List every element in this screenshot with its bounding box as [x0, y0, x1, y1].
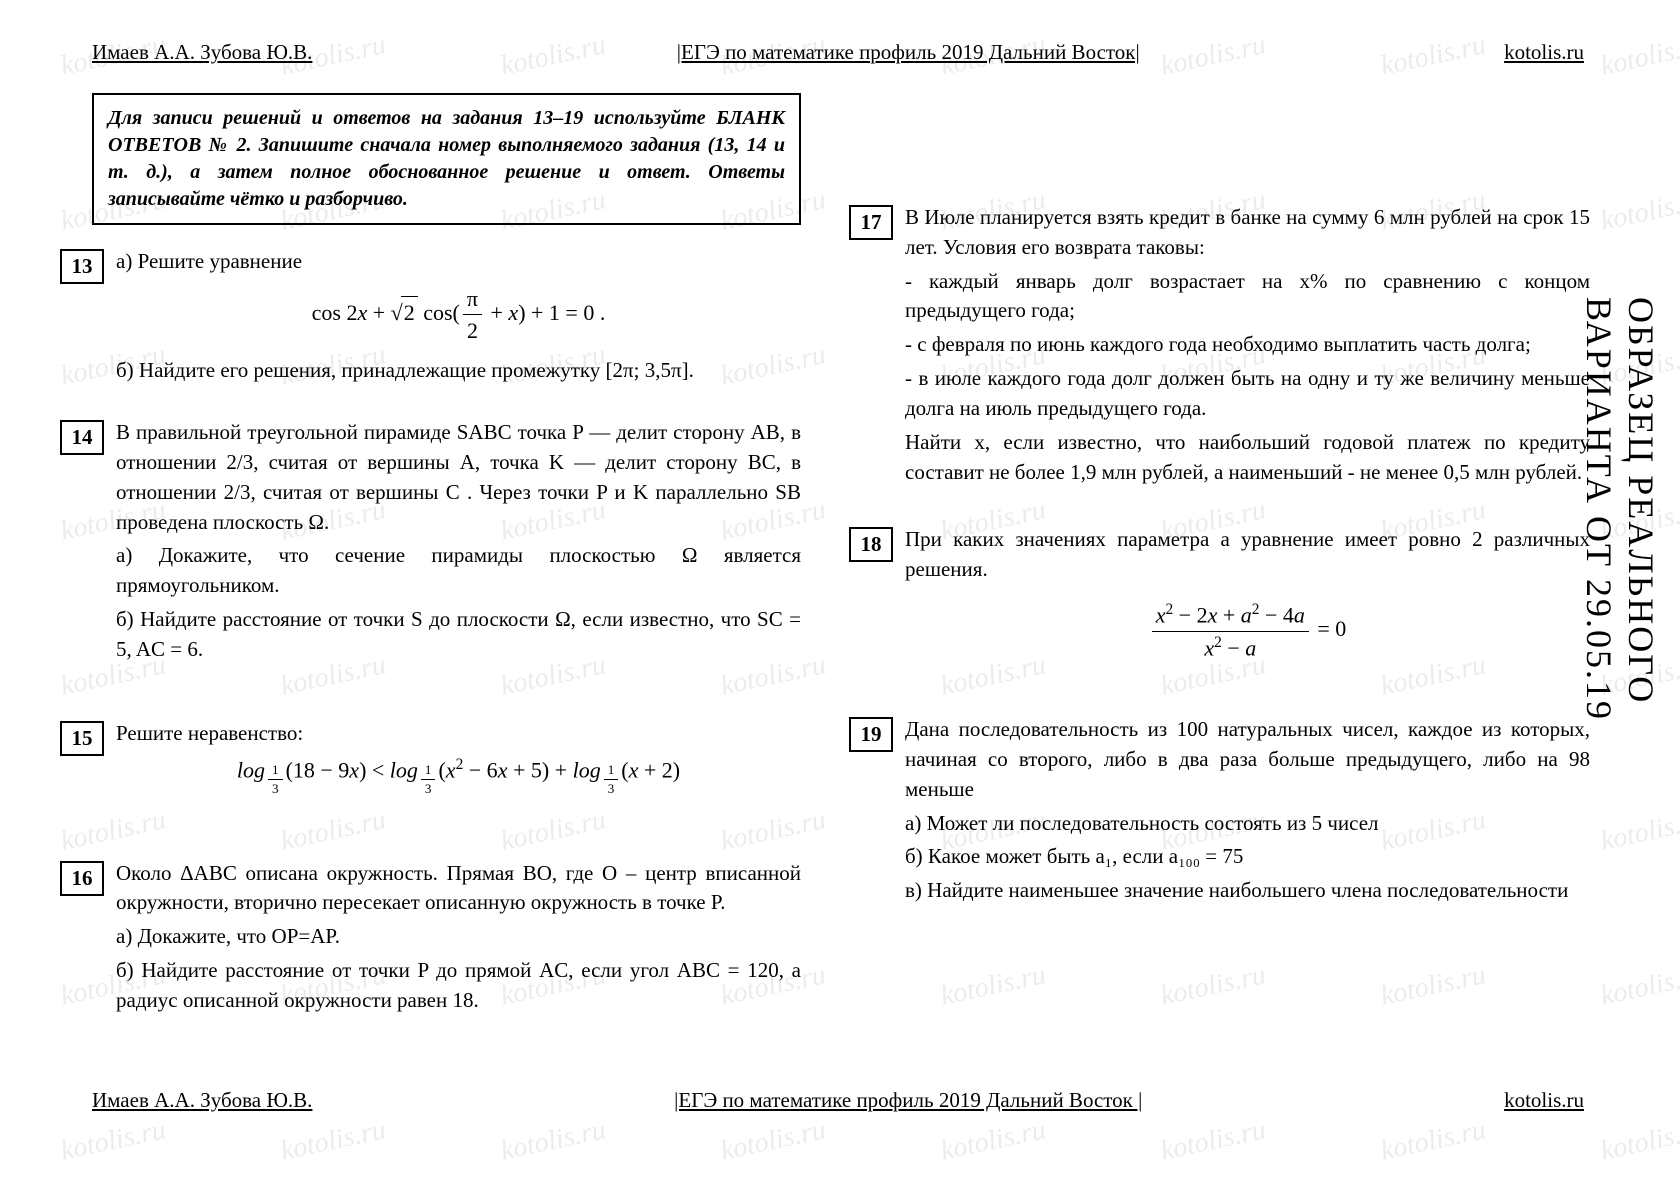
task-13-b: б) Найдите его решения, принадлежащие пр…: [116, 356, 801, 386]
task-19-p1: Дана последовательность из 100 натуральн…: [905, 715, 1590, 804]
task-15-a: Решите неравенство:: [116, 719, 801, 749]
right-column: 17 В Июле планируется взять кредит в бан…: [849, 93, 1590, 1048]
watermark-text: kotolis.ru: [1378, 1114, 1489, 1167]
footer-center: |ЕГЭ по математике профиль 2019 Дальний …: [674, 1088, 1142, 1113]
watermark-text: kotolis.ru: [498, 1114, 609, 1167]
task-14: 14 В правильной треугольной пирамиде SAB…: [60, 418, 801, 669]
watermark-text: kotolis.ru: [1598, 29, 1680, 82]
left-column: Для записи решений и ответов на задания …: [60, 93, 801, 1048]
task-19: 19 Дана последовательность из 100 натура…: [849, 715, 1590, 910]
task-17-p1: В Июле планируется взять кредит в банке …: [905, 203, 1590, 263]
two-column-layout: Для записи решений и ответов на задания …: [60, 93, 1590, 1048]
task-15-inequality: log13(18 − 9x) < log13(x2 − 6x + 5) + lo…: [116, 754, 801, 798]
watermark-text: kotolis.ru: [278, 1114, 389, 1167]
header-right: kotolis.ru: [1504, 40, 1584, 65]
watermark-text: kotolis.ru: [1158, 1114, 1269, 1167]
side-vertical-label: ОБРАЗЕЦ РЕАЛЬНОГО ВАРИАНТА ОТ 29.05.19: [1578, 297, 1662, 891]
task-number: 17: [849, 205, 893, 240]
header-left: Имаев А.А. Зубова Ю.В.: [92, 40, 312, 65]
task-16: 16 Около ΔABC описана окружность. Прямая…: [60, 859, 801, 1020]
task-17-p3: - с февраля по июнь каждого года необход…: [905, 330, 1590, 360]
task-16-p2: а) Докажите, что OP=AP.: [116, 922, 801, 952]
task-number: 13: [60, 249, 104, 284]
task-number: 18: [849, 527, 893, 562]
footer-left: Имаев А.А. Зубова Ю.В.: [92, 1088, 312, 1113]
page-root: kotolis.ru kotolis.ru kotolis.ru kotolis.ru…: [0, 0, 1680, 1188]
footer-right: kotolis.ru: [1504, 1088, 1584, 1113]
task-15: 15 Решите неравенство: log13(18 − 9x) < …: [60, 719, 801, 809]
watermark-text: kotolis.ru: [938, 1114, 1049, 1167]
watermark-text: kotolis.ru: [58, 1114, 169, 1167]
task-14-p2: а) Докажите, что сечение пирамиды плоско…: [116, 541, 801, 601]
task-16-p3: б) Найдите расстояние от точки P до прям…: [116, 956, 801, 1016]
watermark-text: kotolis.ru: [1598, 959, 1680, 1012]
task-14-p1: В правильной треугольной пирамиде SABC т…: [116, 418, 801, 537]
task-13-a: а) Решите уравнение: [116, 247, 801, 277]
instructions-box: Для записи решений и ответов на задания …: [92, 93, 801, 225]
task-18-p1: При каких значениях параметра a уравнени…: [905, 525, 1590, 585]
task-19-p2: а) Может ли последовательность состоять …: [905, 809, 1590, 839]
task-number: 19: [849, 717, 893, 752]
task-14-p3: б) Найдите расстояние от точки S до плос…: [116, 605, 801, 665]
watermark-text: kotolis.ru: [718, 1114, 829, 1167]
task-17: 17 В Июле планируется взять кредит в бан…: [849, 203, 1590, 491]
task-19-p3: б) Какое может быть a₁, если a₁₀₀ = 75: [905, 842, 1590, 872]
watermark-text: kotolis.ru: [1598, 184, 1680, 237]
task-16-p1: Около ΔABC описана окружность. Прямая BO…: [116, 859, 801, 919]
task-17-p4: - в июле каждого года долг должен быть н…: [905, 364, 1590, 424]
task-number: 16: [60, 861, 104, 896]
task-18: 18 При каких значениях параметра a уравн…: [849, 525, 1590, 673]
task-17-p2: - каждый январь долг возрастает на x% по…: [905, 267, 1590, 327]
page-header: Имаев А.А. Зубова Ю.В. |ЕГЭ по математик…: [92, 40, 1584, 65]
page-content: Имаев А.А. Зубова Ю.В. |ЕГЭ по математик…: [60, 40, 1590, 1113]
task-13: 13 а) Решите уравнение cos 2x + √2 cos(π…: [60, 247, 801, 390]
task-18-equation: x2 − 2x + a2 − 4ax2 − a = 0: [905, 599, 1590, 663]
task-17-p5: Найти x, если известно, что наибольший г…: [905, 428, 1590, 488]
page-footer: Имаев А.А. Зубова Ю.В. |ЕГЭ по математик…: [92, 1088, 1584, 1113]
header-center: |ЕГЭ по математике профиль 2019 Дальний …: [677, 40, 1140, 65]
task-19-p4: в) Найдите наименьшее значение наибольше…: [905, 876, 1590, 906]
watermark-text: kotolis.ru: [1598, 1114, 1680, 1167]
task-number: 14: [60, 420, 104, 455]
task-13-equation: cos 2x + √2 cos(π2 + x) + 1 = 0 .: [116, 283, 801, 346]
task-number: 15: [60, 721, 104, 756]
